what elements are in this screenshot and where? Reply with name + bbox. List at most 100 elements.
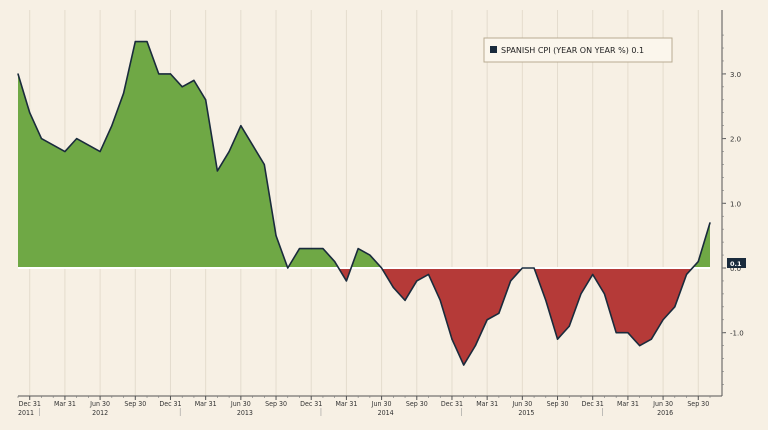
- data-point-2012-11: [158, 73, 160, 75]
- negative-area: [338, 268, 352, 281]
- x-tick-label: Dec 31: [582, 400, 604, 408]
- data-point-2015-08: [545, 299, 547, 301]
- data-point-2013-08: [263, 163, 265, 166]
- legend: SPANISH CPI (YEAR ON YEAR %) 0.1: [483, 37, 673, 63]
- x-tick-label: Jun 30: [89, 400, 110, 408]
- x-tick-label: Sep 30: [124, 400, 146, 408]
- x-tick-label: Mar 31: [54, 400, 76, 408]
- data-point-2015-10: [568, 325, 570, 327]
- data-point-2012-07: [111, 125, 113, 127]
- positive-area: [351, 248, 382, 268]
- year-label: 2011: [18, 409, 34, 417]
- last-value-badge-text: 0.1: [730, 260, 742, 268]
- data-point-2012-06: [99, 150, 101, 153]
- last-value-badge-bg: [727, 258, 746, 268]
- data-point-2012-04: [76, 138, 78, 140]
- data-point-2014-07: [392, 286, 394, 289]
- data-point-2016-08: [685, 273, 688, 276]
- y-tick-label: 2.0: [730, 136, 741, 144]
- data-point-2014-08: [404, 299, 406, 301]
- data-point-2012-03: [64, 150, 66, 153]
- vertical-gridlines: [29, 10, 699, 396]
- y-axis: 3.0 2.0 1.0 0.0 -1.0: [722, 34, 744, 385]
- legend-swatch: [490, 46, 497, 53]
- x-tick-label: Sep 30: [547, 400, 569, 408]
- year-label: 2013: [237, 409, 253, 417]
- data-point-2012-09: [134, 40, 136, 43]
- data-point-2014-04: [357, 247, 359, 250]
- data-point-2015-11: [580, 293, 582, 295]
- data-point-2012-08: [122, 92, 125, 94]
- x-tick-label: Jun 30: [511, 400, 532, 408]
- y-tick-label: 0.0: [730, 265, 741, 273]
- last-value-badge: 0.1: [727, 258, 746, 268]
- year-label: 2014: [378, 409, 394, 417]
- data-point-2013-12: [310, 247, 312, 250]
- year-label: 2016: [657, 409, 673, 417]
- legend-box: [483, 37, 673, 63]
- x-tick-label: Jun 30: [371, 400, 392, 408]
- x-tick-label: Jun 30: [652, 400, 673, 408]
- data-point-2015-07: [533, 267, 535, 269]
- x-tick-label: Sep 30: [265, 400, 287, 408]
- x-tick-label: Jun 30: [230, 400, 251, 408]
- data-point-2012-05: [87, 144, 89, 146]
- positive-area: [692, 222, 710, 268]
- data-point-2014-01: [322, 247, 324, 250]
- data-point-2012-02: [52, 144, 54, 146]
- positive-area: [18, 41, 339, 268]
- area-fills: [18, 41, 710, 366]
- data-point-2013-03: [205, 99, 207, 101]
- data-point-2011-11: [17, 73, 19, 75]
- data-point-2014-10: [427, 273, 430, 276]
- data-point-2013-02: [193, 79, 195, 81]
- data-point-2015-05: [510, 280, 512, 282]
- data-point-2015-01: [463, 364, 465, 366]
- data-point-2016-01: [603, 293, 606, 295]
- data-point-2016-05: [650, 338, 652, 340]
- year-label: 2015: [518, 409, 534, 417]
- y-tick-label: 3.0: [730, 71, 741, 79]
- data-point-2013-09: [275, 235, 277, 237]
- data-points: [17, 40, 711, 366]
- data-point-2014-03: [345, 280, 348, 282]
- data-point-2016-10: [709, 222, 711, 224]
- data-point-2014-11: [439, 299, 441, 301]
- data-point-2012-01: [40, 138, 43, 140]
- data-point-2012-12: [169, 73, 172, 75]
- data-point-2016-09: [697, 260, 699, 263]
- data-point-2015-06: [521, 267, 523, 269]
- y-tick-label: 1.0: [730, 200, 741, 208]
- data-point-2014-12: [451, 338, 453, 340]
- x-tick-label: Dec 31: [19, 400, 41, 408]
- x-tick-label: Dec 31: [441, 400, 463, 408]
- x-tick-label: Sep 30: [687, 400, 709, 408]
- data-point-2013-07: [251, 144, 254, 146]
- negative-area: [381, 268, 693, 366]
- data-point-2015-09: [556, 338, 559, 340]
- data-point-2014-02: [334, 260, 336, 263]
- data-point-2013-04: [216, 170, 218, 172]
- data-point-2014-09: [416, 280, 418, 282]
- x-tick-label: Mar 31: [476, 400, 498, 408]
- x-tick-label: Mar 31: [195, 400, 217, 408]
- x-tick-label: Mar 31: [617, 400, 639, 408]
- x-tick-label: Sep 30: [406, 400, 428, 408]
- data-point-2016-04: [639, 345, 641, 347]
- data-point-2015-02: [474, 345, 477, 347]
- data-point-2016-02: [615, 332, 617, 334]
- year-label: 2012: [92, 409, 108, 417]
- data-point-2015-12: [592, 273, 594, 276]
- x-tick-label: Mar 31: [335, 400, 357, 408]
- y-tick-label: -1.0: [730, 330, 744, 338]
- data-point-2016-06: [662, 319, 664, 321]
- x-tick-label: Dec 31: [159, 400, 181, 408]
- data-point-2012-10: [146, 40, 148, 43]
- data-point-2014-06: [380, 267, 383, 269]
- data-point-2013-11: [298, 247, 301, 250]
- data-point-2013-10: [287, 267, 289, 269]
- x-tick-label: Dec 31: [300, 400, 322, 408]
- legend-label: SPANISH CPI (YEAR ON YEAR %) 0.1: [501, 46, 644, 55]
